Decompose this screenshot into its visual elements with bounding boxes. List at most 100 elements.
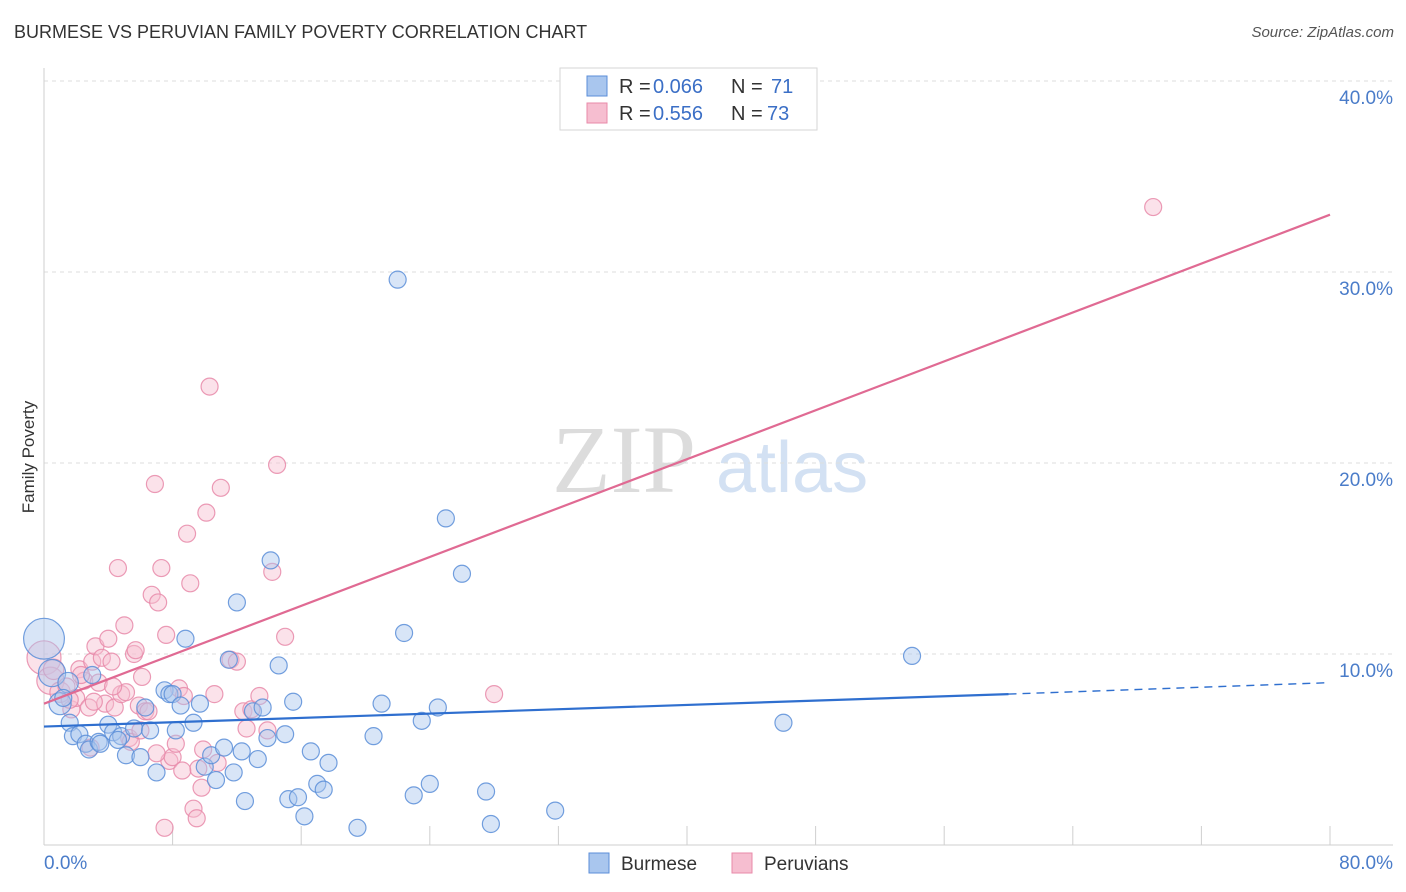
series-legend-swatch-peruvians bbox=[731, 852, 753, 874]
burmese-point-56 bbox=[394, 623, 414, 643]
peruvians-point-16 bbox=[102, 652, 121, 671]
peruvians-point-40 bbox=[177, 524, 197, 543]
peruvians-point-48 bbox=[205, 685, 224, 704]
burmese-point-51 bbox=[319, 753, 338, 772]
peruvians-point-65 bbox=[84, 692, 103, 711]
burmese-trend-line bbox=[43, 693, 1009, 728]
burmese-point-52 bbox=[348, 818, 367, 837]
burmese-point-18 bbox=[136, 698, 155, 717]
burmese-point-57 bbox=[404, 786, 423, 805]
legend-n-value-burmese: 71 bbox=[771, 76, 793, 98]
legend-r-value-peruvians: 0.556 bbox=[653, 103, 703, 125]
peruvians-point-54 bbox=[237, 719, 256, 738]
peruvians-point-45 bbox=[192, 778, 211, 797]
peruvians-point-30 bbox=[145, 474, 165, 494]
burmese-point-0 bbox=[23, 617, 65, 660]
burmese-point-48 bbox=[301, 742, 320, 761]
burmese-point-66 bbox=[774, 713, 793, 732]
peruvians-point-29 bbox=[142, 585, 161, 604]
source-label: Source: ZipAtlas.com bbox=[1251, 24, 1394, 41]
peruvians-point-44 bbox=[189, 759, 208, 778]
chart-title: BURMESE VS PERUVIAN FAMILY POVERTY CORRE… bbox=[14, 22, 588, 42]
peruvians-point-47 bbox=[200, 377, 219, 396]
burmese-point-3 bbox=[57, 671, 79, 694]
peruvians-point-37 bbox=[166, 734, 185, 753]
peruvians-point-41 bbox=[181, 574, 200, 593]
peruvians-point-0 bbox=[26, 640, 62, 676]
y-axis-title: Family Poverty bbox=[19, 400, 38, 513]
burmese-point-15 bbox=[116, 746, 136, 765]
burmese-point-60 bbox=[428, 698, 447, 717]
legend-n-label-burmese: N = bbox=[731, 76, 763, 98]
peruvians-point-10 bbox=[83, 652, 102, 671]
burmese-point-33 bbox=[224, 763, 243, 782]
legend-swatch-burmese bbox=[586, 75, 608, 97]
burmese-point-50 bbox=[314, 780, 333, 799]
peruvians-point-69 bbox=[147, 744, 166, 763]
peruvians-point-32 bbox=[152, 558, 171, 578]
peruvians-point-68 bbox=[131, 721, 150, 740]
series-legend: Burmese Peruvians bbox=[588, 852, 849, 875]
burmese-point-42 bbox=[269, 656, 288, 675]
peruvians-point-62 bbox=[1144, 197, 1163, 217]
burmese-point-54 bbox=[372, 694, 391, 713]
peruvians-point-70 bbox=[173, 761, 192, 780]
burmese-point-41 bbox=[261, 551, 280, 570]
burmese-point-65 bbox=[546, 801, 565, 820]
burmese-point-34 bbox=[227, 593, 246, 612]
burmese-point-30 bbox=[206, 770, 226, 790]
legend-n-value-peruvians: 73 bbox=[767, 103, 789, 125]
burmese-point-25 bbox=[176, 629, 195, 648]
peruvians-point-58 bbox=[263, 562, 282, 581]
legend-r-value-burmese: 0.066 bbox=[653, 76, 703, 98]
burmese-point-39 bbox=[253, 698, 272, 717]
y-tick-label-2: 30.0% bbox=[1339, 279, 1393, 300]
stats-legend: R = 0.066 N = 71 R = 0.556 N = 73 bbox=[559, 67, 818, 131]
burmese-point-63 bbox=[476, 782, 496, 801]
peruvians-point-59 bbox=[267, 455, 287, 475]
burmese-point-62 bbox=[452, 564, 472, 583]
peruvians-point-20 bbox=[115, 616, 134, 635]
series-legend-swatch-burmese bbox=[588, 852, 610, 874]
gridlines bbox=[44, 80, 1393, 655]
burmese-point-20 bbox=[147, 763, 166, 782]
peruvians-point-42 bbox=[184, 799, 203, 818]
watermark: ZIP atlas bbox=[552, 406, 868, 513]
burmese-point-45 bbox=[284, 692, 303, 711]
burmese-point-70 bbox=[166, 721, 185, 740]
burmese-point-64 bbox=[481, 814, 500, 834]
burmese-points bbox=[23, 270, 922, 837]
legend-n-label-peruvians: N = bbox=[731, 103, 763, 125]
burmese-point-46 bbox=[288, 788, 308, 807]
burmese-point-69 bbox=[108, 730, 128, 750]
burmese-point-35 bbox=[232, 742, 251, 761]
x-tick-label-min: 0.0% bbox=[44, 853, 87, 874]
peruvians-point-14 bbox=[95, 694, 115, 713]
peruvians-point-39 bbox=[174, 686, 193, 706]
burmese-point-59 bbox=[420, 774, 439, 793]
watermark-atlas: atlas bbox=[716, 428, 868, 508]
burmese-point-32 bbox=[219, 650, 238, 669]
watermark-zip: ZIP bbox=[552, 406, 696, 513]
peruvians-point-24 bbox=[126, 641, 145, 660]
burmese-point-17 bbox=[131, 748, 150, 767]
peruvians-point-50 bbox=[211, 478, 230, 497]
peruvians-point-57 bbox=[258, 721, 277, 740]
burmese-point-38 bbox=[248, 749, 267, 769]
peruvians-point-56 bbox=[250, 686, 269, 706]
burmese-point-31 bbox=[214, 738, 234, 757]
y-tick-label-1: 20.0% bbox=[1339, 470, 1393, 491]
peruvians-point-60 bbox=[276, 627, 295, 646]
burmese-point-43 bbox=[276, 725, 295, 744]
legend-swatch-peruvians bbox=[586, 102, 608, 124]
burmese-point-40 bbox=[258, 728, 277, 748]
peruvians-point-34 bbox=[157, 625, 176, 645]
burmese-point-36 bbox=[235, 791, 255, 811]
legend-r-label-peruvians: R = bbox=[619, 103, 651, 125]
peruvians-point-43 bbox=[187, 809, 206, 828]
burmese-point-27 bbox=[190, 694, 210, 713]
peruvians-point-46 bbox=[197, 503, 216, 522]
peruvians-point-15 bbox=[99, 629, 118, 648]
burmese-point-19 bbox=[140, 721, 160, 740]
